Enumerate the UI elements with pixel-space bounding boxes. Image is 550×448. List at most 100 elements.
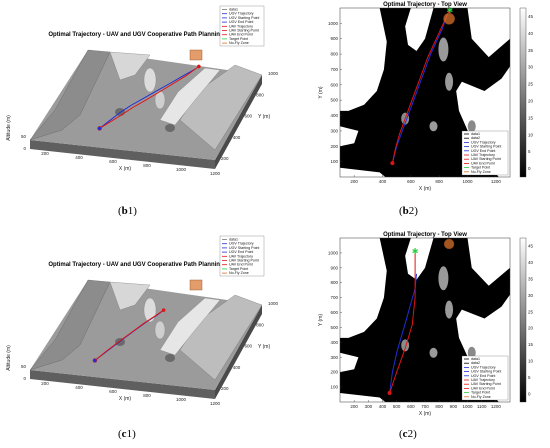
y-tick-label: 900 <box>330 36 338 41</box>
obstacle-5 <box>467 346 476 359</box>
x-tick-label: 600 <box>109 389 117 394</box>
legend-entry: Target Point <box>471 166 490 170</box>
colorbar-tick-label: 20 <box>528 98 534 103</box>
start-point <box>390 161 395 166</box>
caption-b1: (b1) <box>118 205 137 217</box>
colorbar-tick-label: 45 <box>528 14 534 19</box>
plot-frame <box>339 7 511 178</box>
obstacle-1 <box>438 266 449 291</box>
legend-entry: UGV Trajectory <box>471 365 496 369</box>
z-tick-label: 50 <box>21 364 27 369</box>
x-tick-label: 700 <box>421 404 429 409</box>
ridge-top <box>109 281 151 311</box>
legend-entry: data1 <box>471 357 480 361</box>
legend-box <box>219 235 265 277</box>
ridge-center-right <box>159 67 221 126</box>
z-tick-label: 50 <box>21 134 27 139</box>
y-tick-label: 300 <box>330 128 338 133</box>
y-tick-label: 800 <box>330 280 338 285</box>
y-tick-label: 200 <box>330 144 338 149</box>
legend-entry: UAV End Point <box>471 386 495 390</box>
colorbar-tick-label: 20 <box>528 326 534 331</box>
x-tick-label: 1200 <box>491 179 502 184</box>
free-space-regions <box>340 238 510 402</box>
y-tick-label: 600 <box>330 310 338 315</box>
colorbar <box>519 7 527 178</box>
y-tick-label: 200 <box>221 156 229 161</box>
colorbar-tick-label: 15 <box>528 342 534 347</box>
caption-c1: (c1) <box>118 428 136 440</box>
no-fly-zone <box>189 279 203 291</box>
uav-trajectory <box>94 309 164 361</box>
legend-entry: UAV Starting Point <box>471 382 501 386</box>
chart-c2-panel: Optimal Trajectory - Top View 200 300 400 50… <box>298 230 550 420</box>
x-tick-label: 300 <box>365 404 373 409</box>
legend-entry: UGV End Point <box>229 20 253 24</box>
start-point <box>97 126 102 131</box>
y-tick-label: 400 <box>330 340 338 345</box>
colorbar-tick-label: 35 <box>528 48 534 53</box>
y-tick-label: 700 <box>330 295 338 300</box>
colorbar-tick-label: 45 <box>528 244 534 249</box>
legend-entry: data2 <box>471 136 480 140</box>
x-axis-label: X (m) <box>119 396 132 402</box>
legend-entry: UGV End Point <box>471 374 495 378</box>
legend-entry: No-Fly Zone <box>229 41 249 45</box>
free-region-left-lower <box>340 126 359 147</box>
no-fly-zone <box>189 49 203 61</box>
legend-entry: UAV Trajectory <box>471 378 495 382</box>
x-tick-label: 800 <box>435 404 443 409</box>
x-tick-label: 400 <box>75 385 83 390</box>
legend-entry: UAV Trajectory <box>229 24 253 28</box>
y-axis-label: Y (m) <box>258 114 270 120</box>
legend-entry: No-Fly Zone <box>229 271 249 275</box>
obstacle-2 <box>154 320 166 340</box>
ugv-trajectory <box>389 273 417 394</box>
y-axis-label: Y (m) <box>258 344 270 350</box>
colorbar-tick-label: 10 <box>528 359 534 364</box>
colorbar-tick-label: 10 <box>528 132 534 137</box>
colorbar <box>519 237 527 403</box>
legend-entry: UGV End Point <box>229 250 253 254</box>
x-tick-label: 600 <box>109 159 117 164</box>
x-tick-label: 200 <box>41 151 49 156</box>
x-tick-label: 1000 <box>462 404 473 409</box>
y-tick-label: 200 <box>330 370 338 375</box>
y-tick-label: 400 <box>233 135 241 140</box>
x-tick-label: 500 <box>393 404 401 409</box>
legend-box <box>219 5 265 47</box>
obstacle-1 <box>143 67 157 93</box>
free-region-top-right <box>467 238 510 286</box>
colorbar-tick-label: 0 <box>528 391 531 396</box>
obstacle-1 <box>143 297 157 323</box>
x-tick-label: 400 <box>75 155 83 160</box>
chart-b1-panel: Optimal Trajectory - UAV and UGV Coopera… <box>0 0 279 195</box>
free-region-top-right <box>467 8 510 58</box>
free-region-left-lower <box>340 352 359 373</box>
x-axis-label: X (m) <box>419 186 432 192</box>
chart-b2-panel: Optimal Trajectory - Top View 200 400 600 80… <box>298 0 550 195</box>
legend-entry: UAV End Point <box>471 161 495 165</box>
free-region-top-center <box>405 238 434 280</box>
free-region-top-center <box>405 8 434 52</box>
colorbar-tick-label: 30 <box>528 65 534 70</box>
obstacle-2 <box>445 300 454 319</box>
terrain-base-front <box>30 370 215 399</box>
y-tick-label: 500 <box>330 325 338 330</box>
legend-entry: UAV Starting Point <box>471 157 501 161</box>
colorbar-tick-label: 25 <box>528 309 534 314</box>
x-tick-label: 200 <box>41 381 49 386</box>
obstacle-5 <box>467 120 476 133</box>
uav-trajectory <box>389 251 416 394</box>
colorbar-tick-label: 35 <box>528 277 534 282</box>
colorbar-tick-label: 5 <box>528 149 531 154</box>
terrain-base-side <box>215 75 262 169</box>
legend-entry: UAV Starting Point <box>229 29 259 33</box>
x-tick-label: 1000 <box>176 397 187 402</box>
colorbar-tick-label: 40 <box>528 260 534 265</box>
x-tick-label: 1200 <box>210 171 221 176</box>
legend-entry: UGV Starting Point <box>471 370 501 374</box>
y-tick-label: 800 <box>256 92 264 97</box>
obstacle-4 <box>165 124 175 132</box>
legend-box <box>461 130 509 176</box>
